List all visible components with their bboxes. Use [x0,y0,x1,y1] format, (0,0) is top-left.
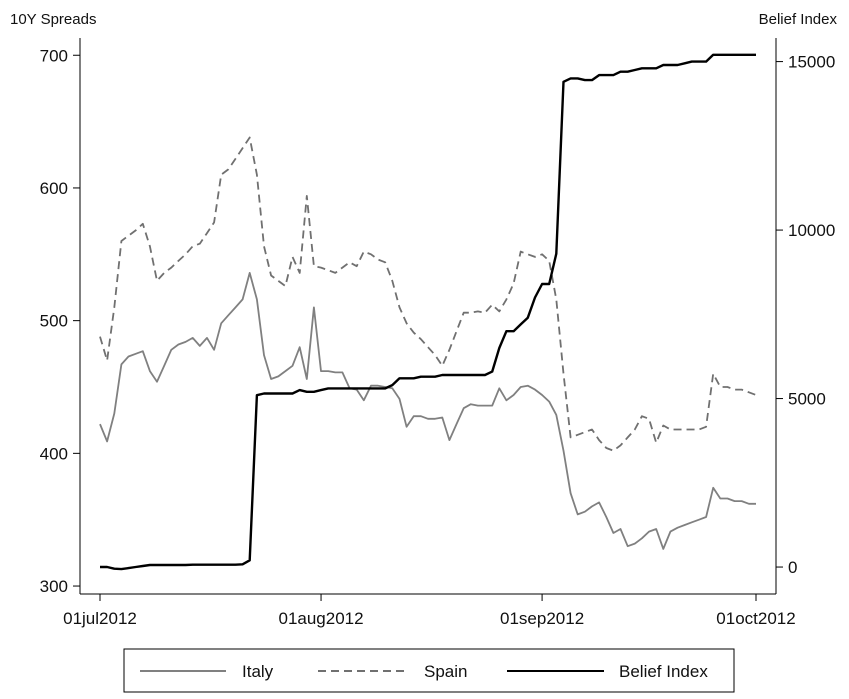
series-line-spain [99,136,757,452]
right-axis-tick-label: 10000 [788,221,835,240]
left-axis-tick-label: 400 [40,444,68,463]
series-line-belief-index [100,53,756,571]
x-axis-tick-label: 01sep2012 [500,609,584,628]
x-axis-tick-label: 01oct2012 [716,609,795,628]
left-axis-tick-label: 300 [40,577,68,596]
axes-group: 300 400 500 600 700 0 5000 10000 15000 01jul2012 0… [40,38,835,628]
right-axis-tick-label: 0 [788,558,797,577]
left-axis-tick-label: 600 [40,179,68,198]
right-axis-title: Belief Index [759,11,838,28]
legend-label-italy: Italy [242,662,274,681]
left-axis-tick-label: 700 [40,46,68,65]
series-line-italy [99,271,756,550]
left-axis-title: 10Y Spreads [10,11,96,28]
x-axis-tick-label: 01jul2012 [63,609,137,628]
x-axis-tick-label: 01aug2012 [278,609,363,628]
left-axis-tick-label: 500 [40,312,68,331]
right-axis-tick-label: 15000 [788,53,835,72]
legend-label-belief-index: Belief Index [619,662,708,681]
right-axis-tick-label: 5000 [788,390,826,409]
legend-label-spain: Spain [424,662,467,681]
legend: Italy Spain Belief Index [123,648,735,693]
lines-group [99,53,757,571]
